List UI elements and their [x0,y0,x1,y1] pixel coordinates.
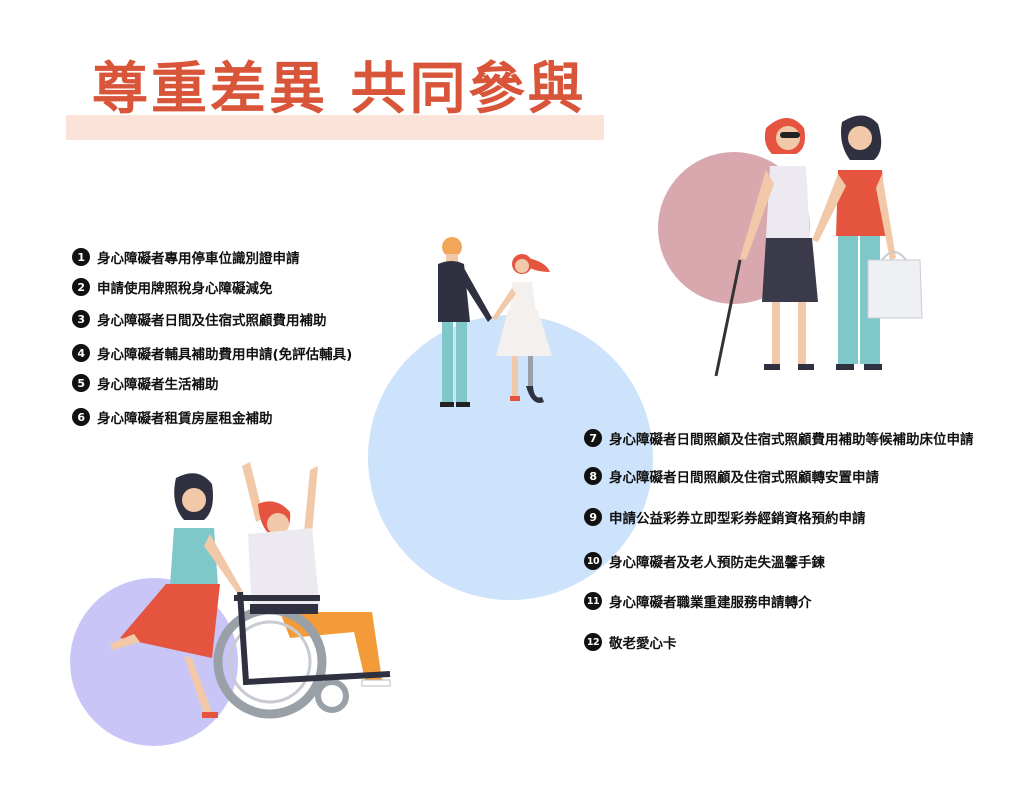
service-label: 身心障礙者生活補助 [97,377,219,393]
service-item-4[interactable]: 4 身心障礙者輔具補助費用申請(免評估輔具) [72,343,352,363]
title-underline [66,115,604,140]
number-badge: 2 [72,278,90,296]
service-label: 身心障礙者職業重建服務申請轉介 [609,595,812,611]
number-badge: 6 [72,408,90,426]
service-label: 身心障礙者專用停車位識別證申請 [97,251,300,267]
service-label: 身心障礙者租賃房屋租金補助 [97,411,273,427]
wheelchair-user-illustration [110,462,391,719]
service-item-9[interactable]: 9 申請公益彩券立即型彩券經銷資格預約申請 [584,507,866,527]
service-item-10[interactable]: 10 身心障礙者及老人預防走失溫馨手鍊 [584,551,825,571]
service-item-1[interactable]: 1 身心障礙者專用停車位識別證申請 [72,247,300,267]
service-item-6[interactable]: 6 身心障礙者租賃房屋租金補助 [72,407,273,427]
service-label: 申請使用牌照稅身心障礙減免 [97,281,273,297]
blind-woman-with-guide-illustration [714,115,923,377]
number-badge: 5 [72,374,90,392]
service-label: 申請公益彩券立即型彩券經銷資格預約申請 [609,511,866,527]
service-item-11[interactable]: 11 身心障礙者職業重建服務申請轉介 [584,591,812,611]
number-badge: 9 [584,508,602,526]
service-label: 身心障礙者日間及住宿式照顧費用補助 [97,313,327,329]
number-badge: 4 [72,344,90,362]
service-item-7[interactable]: 7 身心障礙者日間照顧及住宿式照顧費用補助等候補助床位申請 [584,428,974,448]
service-label: 身心障礙者日間照顧及住宿式照顧費用補助等候補助床位申請 [609,432,974,448]
number-badge: 7 [584,429,602,447]
number-badge: 11 [584,592,602,610]
service-label: 身心障礙者及老人預防走失溫馨手鍊 [609,555,825,571]
number-badge: 12 [584,633,602,651]
number-badge: 8 [584,467,602,485]
service-item-8[interactable]: 8 身心障礙者日間照顧及住宿式照顧轉安置申請 [584,466,879,486]
service-item-2[interactable]: 2 申請使用牌照稅身心障礙減免 [72,277,273,297]
service-item-5[interactable]: 5 身心障礙者生活補助 [72,373,219,393]
number-badge: 3 [72,310,90,328]
service-label: 身心障礙者輔具補助費用申請(免評估輔具) [97,347,353,363]
page-title: 尊重差異 共同參與 [92,57,587,122]
service-label: 敬老愛心卡 [609,636,677,652]
service-label: 身心障礙者日間照顧及住宿式照顧轉安置申請 [609,470,879,486]
people-holding-hands-illustration [438,237,552,407]
number-badge: 1 [72,248,90,266]
service-item-3[interactable]: 3 身心障礙者日間及住宿式照顧費用補助 [72,309,327,329]
service-item-12[interactable]: 12 敬老愛心卡 [584,632,677,652]
number-badge: 10 [584,552,602,570]
decor-circle-blue [368,315,653,600]
